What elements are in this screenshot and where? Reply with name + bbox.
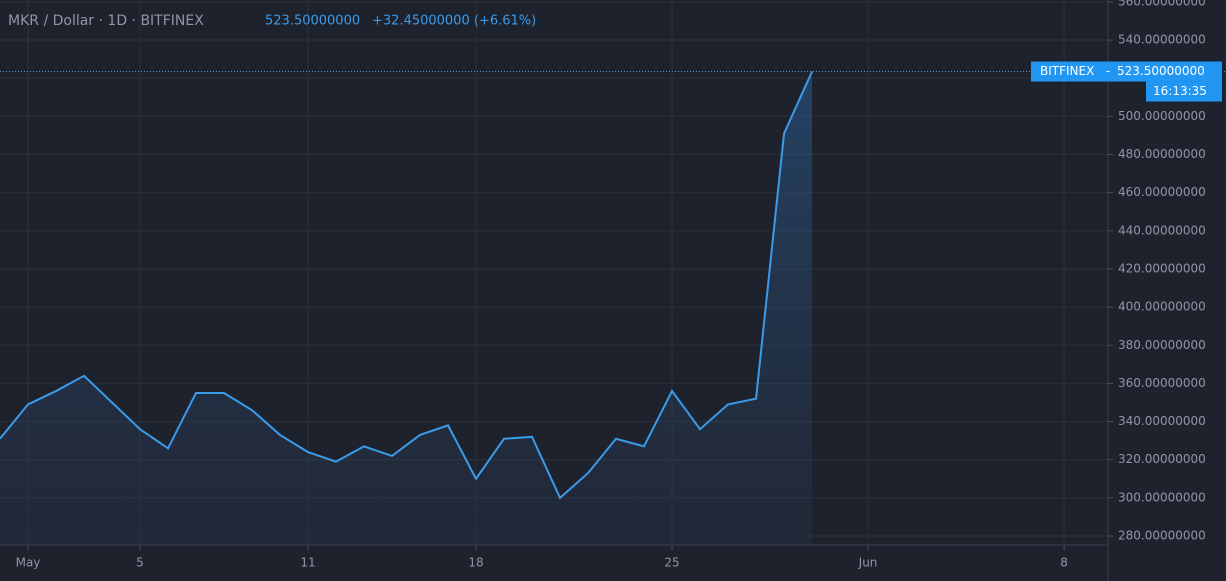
x-tick-label: May <box>16 556 41 570</box>
y-tick-label: 340.00000000 <box>1118 414 1206 428</box>
y-tick-label: 380.00000000 <box>1118 338 1206 352</box>
y-tick-label: 400.00000000 <box>1118 300 1206 314</box>
y-tick-label: 280.00000000 <box>1118 529 1206 543</box>
y-tick-label: 320.00000000 <box>1118 452 1206 466</box>
y-tick-label: 480.00000000 <box>1118 147 1206 161</box>
countdown-badge <box>1146 81 1222 102</box>
x-tick-label: 5 <box>136 556 144 570</box>
x-tick-label: 18 <box>468 556 483 570</box>
last-price: 523.50000000 <box>265 14 360 29</box>
badge-price: 523.50000000 <box>1117 64 1205 78</box>
chart-title: MKR / Dollar · 1D · BITFINEX <box>8 13 204 29</box>
y-tick-label: 440.00000000 <box>1118 223 1206 237</box>
y-tick-label: 360.00000000 <box>1118 376 1206 390</box>
badge-separator: - <box>1106 64 1110 78</box>
y-tick-label: 300.00000000 <box>1118 490 1206 504</box>
x-tick-label: 11 <box>300 556 315 570</box>
y-tick-label: 560.00000000 <box>1118 0 1206 8</box>
y-tick-label: 420.00000000 <box>1118 261 1206 275</box>
price-badge <box>1031 61 1222 82</box>
x-tick-label: Jun <box>858 556 878 570</box>
countdown: 16:13:35 <box>1153 84 1207 98</box>
x-tick-label: 8 <box>1060 556 1068 570</box>
y-tick-label: 540.00000000 <box>1118 33 1206 47</box>
y-tick-label: 500.00000000 <box>1118 109 1206 123</box>
x-tick-label: 25 <box>664 556 679 570</box>
price-change: +32.45000000 (+6.61%) <box>372 14 536 29</box>
y-tick-label: 460.00000000 <box>1118 185 1206 199</box>
area-fill <box>0 71 813 546</box>
price-line <box>0 71 813 500</box>
badge-exchange: BITFINEX <box>1040 64 1094 78</box>
